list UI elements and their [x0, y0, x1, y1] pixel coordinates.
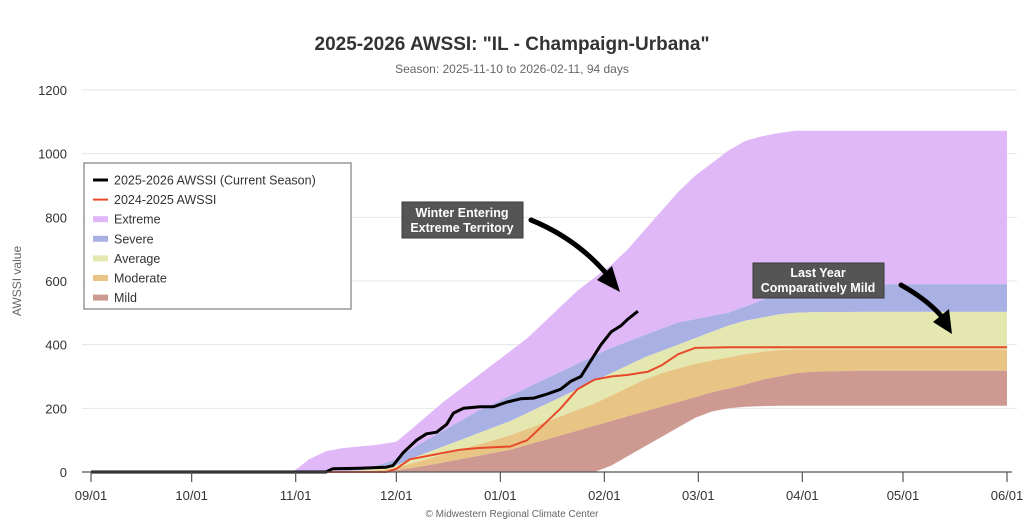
legend-band-swatch: [93, 275, 108, 281]
legend: 2025-2026 AWSSI (Current Season) 2024-202…: [83, 162, 352, 310]
x-tick-label: 02/01: [588, 488, 621, 503]
x-tick-label: 10/01: [175, 488, 208, 503]
legend-item[interactable]: Severe: [93, 232, 154, 246]
y-tick-label: 600: [45, 274, 67, 289]
annotation-line-2: Extreme Territory: [410, 221, 513, 235]
band-mild: [91, 370, 1007, 472]
series-lines: [91, 310, 1007, 474]
annotation-line-1: Winter Entering: [416, 206, 509, 220]
annotation-winter-entering-extreme: Winter Entering Extreme Territory: [401, 201, 620, 292]
legend-item[interactable]: Mild: [93, 291, 137, 305]
legend-band-swatch: [93, 235, 108, 242]
y-tick-label: 0: [60, 465, 67, 480]
legend-band-swatch: [93, 255, 108, 262]
legend-label: Extreme: [114, 213, 161, 227]
y-tick-label: 1200: [38, 83, 67, 98]
band-extreme: [91, 130, 1007, 472]
legend-band-swatch: [93, 294, 108, 301]
band-moderate: [91, 349, 1007, 472]
x-tick-label: 03/01: [682, 488, 715, 503]
band-severe: [91, 284, 1007, 472]
chart-credit: © Midwestern Regional Climate Center: [426, 509, 600, 520]
annotation-last-year-mild: Last Year Comparatively Mild: [752, 262, 952, 334]
arrow-icon: [898, 282, 946, 321]
annotation-line-1: Last Year: [790, 266, 846, 280]
arrow-icon: [528, 217, 608, 275]
x-tick-label: 01/01: [484, 488, 517, 503]
legend-item[interactable]: Average: [93, 252, 160, 266]
x-tick-label: 12/01: [380, 488, 413, 503]
y-tick-label: 400: [45, 338, 67, 353]
legend-item[interactable]: 2024-2025 AWSSI: [93, 193, 216, 207]
legend-label: Moderate: [114, 272, 167, 286]
legend-band-swatch: [93, 216, 108, 223]
legend-item[interactable]: 2025-2026 AWSSI (Current Season): [93, 174, 316, 188]
series-2025-2026-line: [91, 310, 639, 474]
chart-title: 2025-2026 AWSSI: "IL - Champaign-Urbana": [315, 34, 710, 55]
annotation-box: [401, 201, 524, 239]
legend-label: 2024-2025 AWSSI: [114, 193, 216, 207]
legend-item[interactable]: Extreme: [93, 213, 161, 227]
x-tick-label: 05/01: [887, 488, 920, 503]
annotation-line-2: Comparatively Mild: [761, 281, 876, 295]
x-tick-label: 06/01: [991, 488, 1024, 503]
legend-box: [83, 162, 352, 310]
y-tick-label: 200: [45, 401, 67, 416]
y-tick-label: 800: [45, 210, 67, 225]
legend-label: Severe: [114, 232, 154, 246]
y-axis-ticks: 0 200 400 600 800 1000 1200: [38, 83, 67, 480]
x-tick-label: 04/01: [786, 488, 819, 503]
band-average: [91, 311, 1007, 472]
x-tick-label: 09/01: [75, 488, 108, 503]
x-axis: 09/01 10/01 11/01 12/01 01/01 02/01 03/01 04/01…: [75, 471, 1024, 503]
legend-item[interactable]: Moderate: [93, 272, 167, 286]
legend-label: Mild: [114, 291, 137, 305]
climatology-bands: [91, 130, 1007, 472]
annotation-box: [752, 262, 885, 299]
series-2024-2025-line: [91, 346, 1007, 473]
y-tick-label: 1000: [38, 147, 67, 162]
y-axis-title: AWSSI value: [10, 246, 24, 317]
legend-label: 2025-2026 AWSSI (Current Season): [114, 174, 316, 188]
arrow-head-icon: [933, 309, 952, 334]
x-tick-label: 11/01: [280, 488, 312, 503]
legend-label: Average: [114, 252, 160, 266]
chart-subtitle: Season: 2025-11-10 to 2026-02-11, 94 day…: [395, 62, 629, 76]
arrow-head-icon: [597, 266, 620, 292]
